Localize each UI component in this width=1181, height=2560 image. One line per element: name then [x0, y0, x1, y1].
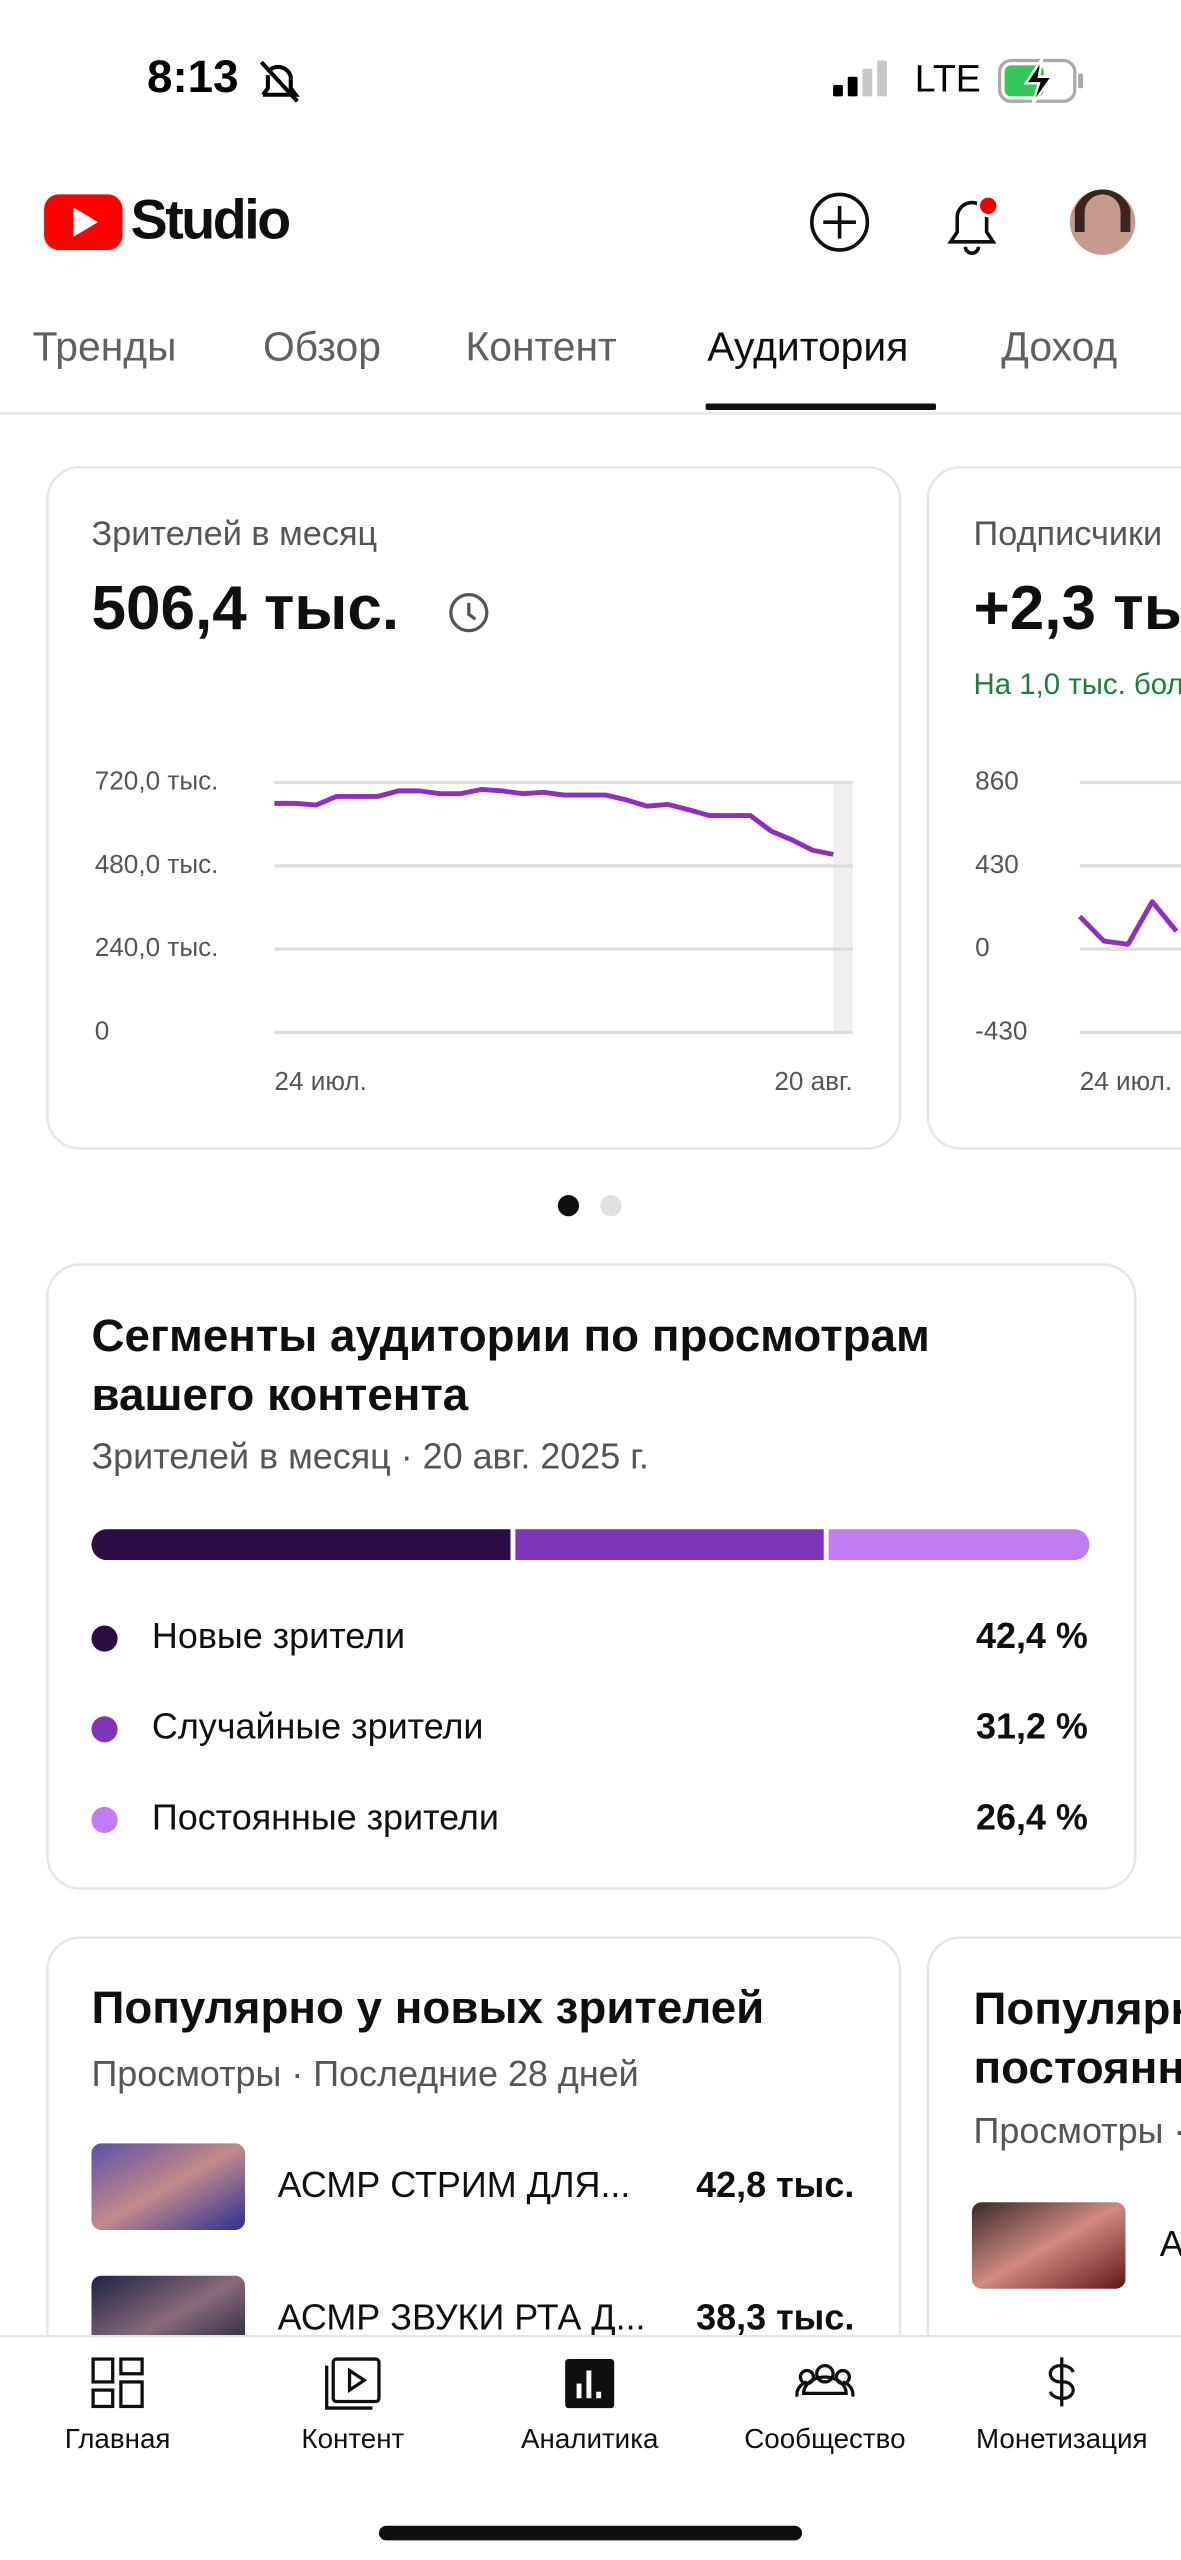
card[interactable]	[926, 466, 1181, 1150]
nav-icon-active	[565, 2359, 615, 2409]
youtube-logo	[44, 194, 123, 250]
segments-subtitle: Зрителей в месяц · 20 авг. 2025 г.	[91, 1435, 648, 1476]
mute-icon	[259, 60, 300, 103]
segments-title-box: Сегменты аудитории по просмотрам вашего …	[91, 1310, 930, 1420]
x-tick-label: 24 июл.	[274, 1066, 366, 1096]
video-views: 38,3 тыс.	[696, 2296, 854, 2337]
popular-title: Популярно у новых зрителей	[91, 1982, 764, 2033]
page-dot[interactable]	[557, 1195, 580, 1217]
y-tick-label: -430	[975, 1015, 1027, 1045]
clock-icon	[449, 593, 489, 633]
legend-label: Случайные зрители	[152, 1706, 484, 1747]
legend-label: Постоянные зрители	[152, 1796, 499, 1837]
nav-label[interactable]: Контент	[301, 2423, 404, 2454]
card	[46, 1263, 1137, 1890]
page-dot[interactable]	[600, 1195, 622, 1217]
thumbnail[interactable]	[971, 2202, 1126, 2289]
home-indicator	[378, 2525, 803, 2541]
video-title[interactable]: АСМР ЗВУКИ РТА Д...	[278, 2296, 646, 2337]
tab[interactable]: Доход	[1001, 323, 1117, 369]
legend-dot	[91, 1806, 118, 1834]
y-tick-label: 480,0 тыс.	[95, 849, 219, 879]
y-tick-label: 860	[975, 765, 1019, 795]
segment	[515, 1529, 824, 1561]
create-button[interactable]	[810, 192, 870, 252]
video-title[interactable]: АСМР СТРИМ ДЛЯ...	[278, 2164, 631, 2205]
card[interactable]	[46, 466, 902, 1150]
battery-icon	[998, 58, 1083, 106]
logo-text: Studio	[131, 188, 290, 250]
notifications-button[interactable]	[947, 194, 1000, 255]
tab[interactable]: Контент	[466, 323, 617, 369]
thumbnail[interactable]	[91, 2143, 246, 2230]
nav-label[interactable]: Монетизация	[976, 2423, 1148, 2454]
video-title[interactable]: АСМР	[1160, 2223, 1181, 2264]
popular-title: Популярно у постоянных зрителей	[973, 1983, 1181, 2093]
segment	[828, 1529, 1090, 1561]
y-tick-label: 430	[975, 849, 1019, 879]
popular-subtitle: Просмотры · Последние 28 дней	[974, 2110, 1181, 2151]
nav-label[interactable]: Сообщество	[744, 2423, 905, 2454]
nav-label[interactable]: Главная	[65, 2423, 171, 2454]
network-label: LTE	[915, 58, 981, 100]
highlight	[833, 782, 853, 1033]
legend-dot	[91, 1716, 118, 1743]
video-views: 42,8 тыс.	[696, 2164, 854, 2205]
card-value: +2,3 тыс.	[974, 574, 1181, 643]
card-value: 506,4 тыс.	[91, 574, 399, 643]
value-label: 26,4 %	[976, 1796, 1088, 1837]
y-tick-label: 240,0 тыс.	[95, 932, 219, 962]
tab-indicator	[705, 403, 936, 411]
y-tick-label: 720,0 тыс.	[95, 765, 219, 795]
legend-dot	[91, 1625, 118, 1652]
charts: 720,0 тыс. 480,0 тыс. 240,0 тыс. 0 24 июл. 20…	[95, 765, 1181, 1096]
segments: Новые зрители 42,4 % Случайные зрители 31,2…	[91, 1529, 1090, 1837]
value-label: 42,4 %	[976, 1615, 1088, 1656]
tab[interactable]: Тренды	[33, 323, 177, 369]
nav-icon	[91, 2357, 1075, 2410]
line	[274, 787, 834, 857]
popular-title-box: Популярно у постоянных зрителей	[973, 1983, 1181, 2093]
tab[interactable]: Обзор	[263, 323, 381, 369]
popular-subtitle: Просмотры · Последние 28 дней	[91, 2053, 638, 2094]
nav-label[interactable]: Аналитика	[521, 2423, 659, 2454]
card-note: На 1,0 тыс. больше	[974, 668, 1181, 701]
segment	[91, 1529, 511, 1561]
y-tick-label: 0	[975, 932, 990, 962]
status-time: 8:13	[147, 51, 239, 102]
card-title: Подписчики	[974, 515, 1163, 553]
card-title: Зрителей в месяц	[91, 515, 377, 553]
x-tick-label: 24 июл.	[1080, 1066, 1172, 1096]
segments-title: Сегменты аудитории по просмотрам вашего …	[91, 1310, 930, 1420]
legend-label: Новые зрители	[152, 1615, 405, 1656]
y-tick-label: 0	[95, 1015, 110, 1045]
x-tick-label: 20 авг.	[774, 1066, 852, 1096]
tab-active[interactable]: Аудитория	[707, 323, 908, 369]
value-label: 31,2 %	[976, 1706, 1088, 1747]
avatar[interactable]	[1069, 189, 1136, 255]
signal-icon	[833, 60, 887, 97]
line	[1077, 899, 1179, 947]
